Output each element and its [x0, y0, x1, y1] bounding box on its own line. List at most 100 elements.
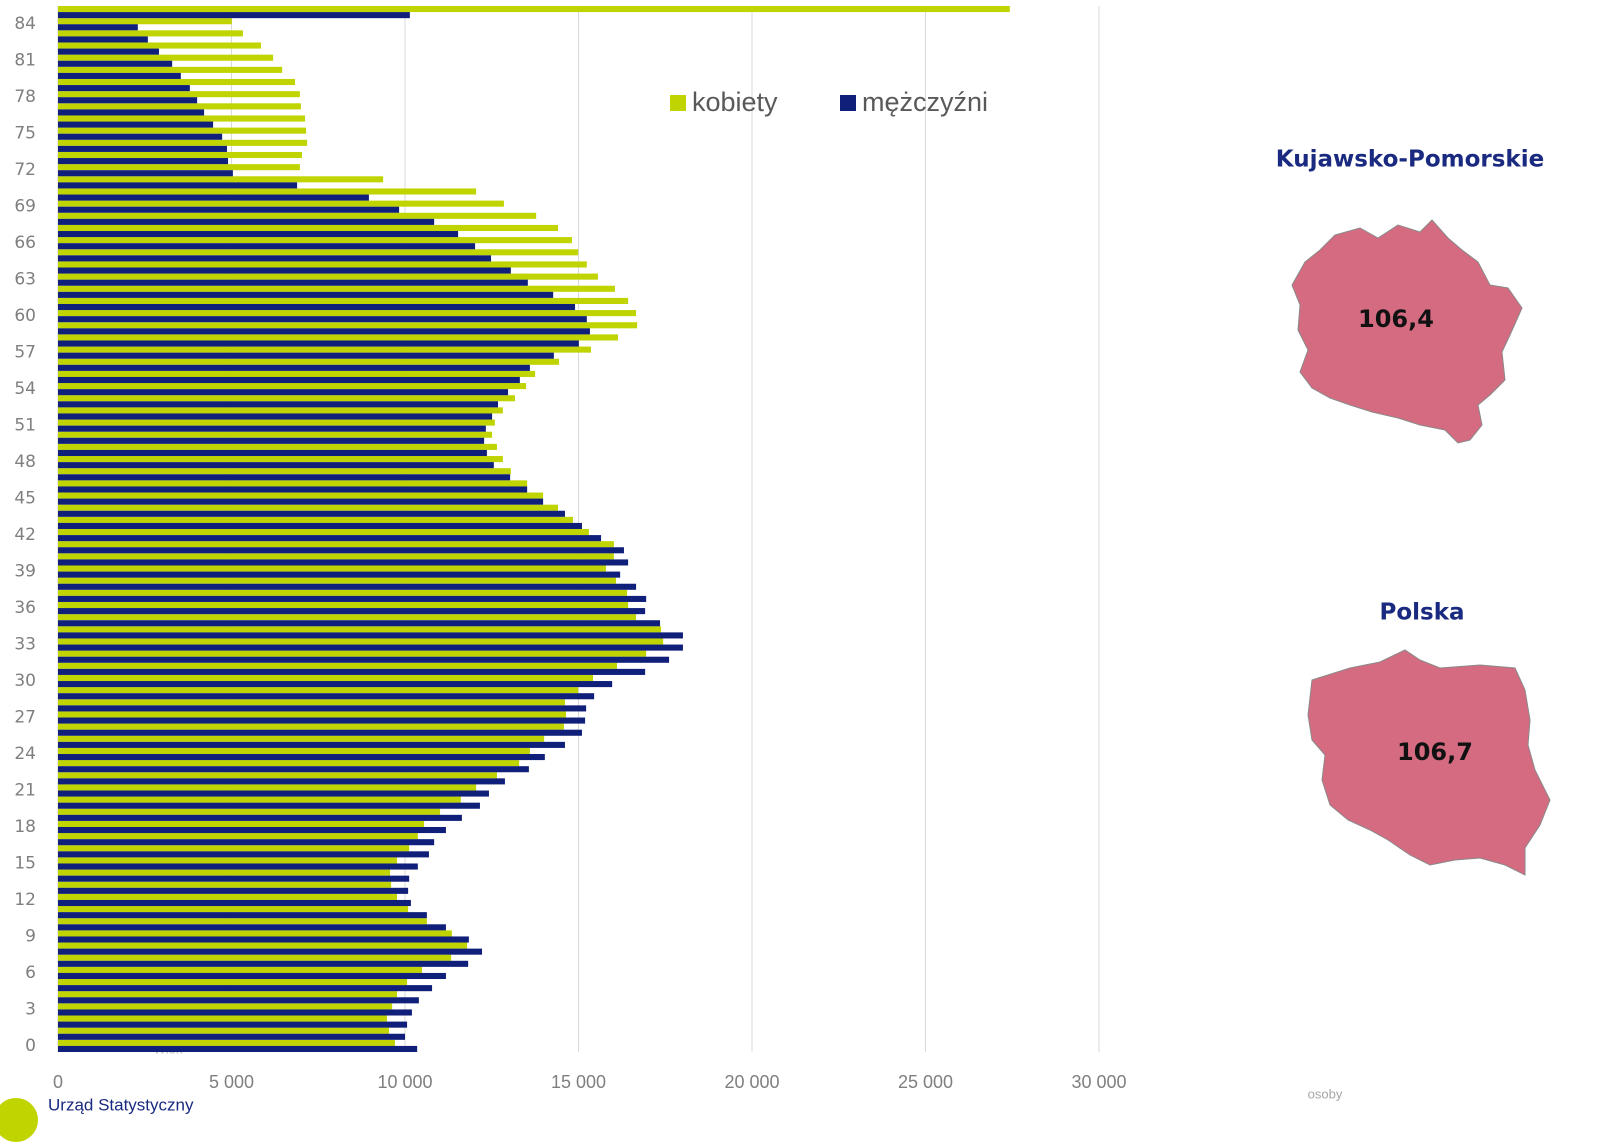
bar	[58, 188, 477, 195]
bar	[58, 480, 528, 487]
x-tick-label: 10 000	[377, 1072, 432, 1092]
bar	[58, 352, 554, 359]
bar	[58, 790, 489, 797]
x-axis-label: osoby	[1308, 1086, 1343, 1101]
y-tick-label: 54	[14, 379, 36, 399]
bar	[58, 1033, 405, 1040]
bar	[58, 954, 452, 961]
y-tick-label: 39	[14, 562, 36, 582]
bar	[58, 887, 409, 894]
y-tick-label: 60	[14, 306, 36, 326]
bar	[58, 632, 683, 639]
bar	[58, 121, 214, 128]
bar	[58, 389, 509, 396]
y-tick-label: 27	[14, 708, 36, 728]
bar	[58, 72, 181, 79]
region-map	[1291, 219, 1523, 444]
x-tick-label: 30 000	[1071, 1072, 1126, 1092]
bar	[58, 109, 205, 116]
bar	[58, 577, 616, 584]
bar	[58, 267, 511, 274]
bar	[58, 918, 427, 925]
bar	[58, 285, 615, 292]
bar	[58, 164, 300, 171]
bar	[58, 529, 589, 536]
bar	[58, 334, 619, 341]
y-tick-label: 3	[25, 999, 36, 1019]
bar	[58, 717, 586, 724]
bar	[58, 754, 545, 761]
bar	[58, 893, 398, 900]
legend-label: mężczyźni	[862, 87, 988, 117]
region-value: 106,4	[1358, 305, 1434, 333]
bar	[58, 504, 559, 511]
bar	[58, 413, 493, 420]
bar	[58, 443, 497, 450]
bar	[58, 1027, 390, 1034]
x-tick-label: 15 000	[551, 1072, 606, 1092]
bar	[58, 145, 227, 152]
bar	[58, 845, 410, 852]
bar	[58, 30, 243, 37]
bar	[58, 674, 594, 682]
bar	[58, 261, 587, 268]
bar	[58, 772, 497, 779]
bar	[58, 425, 486, 432]
footer: Urząd Statystyczny	[48, 1095, 194, 1114]
bar	[58, 54, 274, 61]
bar	[58, 948, 483, 955]
bar	[58, 620, 661, 627]
bar	[58, 224, 559, 232]
y-tick-label: 51	[14, 416, 36, 436]
bar	[58, 316, 587, 323]
bar	[58, 364, 530, 371]
bar	[58, 760, 520, 767]
legend-swatch	[670, 95, 686, 111]
bar	[58, 431, 493, 438]
bar	[58, 808, 441, 815]
bar	[58, 778, 505, 785]
bar	[58, 151, 302, 159]
bar	[58, 942, 468, 949]
bar	[58, 340, 579, 347]
bar	[58, 419, 495, 426]
bar	[58, 1045, 418, 1052]
y-tick-label: 66	[14, 233, 36, 253]
bar	[58, 881, 392, 888]
bar	[58, 711, 567, 718]
bar	[58, 875, 410, 882]
bar	[58, 608, 646, 615]
bar	[58, 912, 427, 919]
bar	[58, 601, 629, 609]
bar	[58, 796, 461, 803]
x-tick-label: 0	[53, 1072, 63, 1092]
y-tick-label: 12	[14, 890, 36, 910]
bar	[58, 687, 579, 694]
bar	[58, 833, 418, 840]
bar	[58, 66, 283, 73]
bar	[58, 851, 429, 858]
bar	[58, 237, 572, 244]
bar	[58, 85, 190, 92]
bar	[58, 358, 560, 365]
y-tick-label: 24	[14, 744, 36, 764]
y-tick-label: 78	[14, 87, 36, 107]
bar	[58, 820, 425, 827]
bar	[58, 802, 480, 809]
bar	[58, 729, 582, 736]
bar	[58, 705, 587, 712]
bar	[58, 303, 576, 311]
bar	[58, 407, 503, 414]
bar	[58, 231, 459, 238]
y-tick-label: 30	[14, 671, 36, 691]
bar	[58, 449, 487, 457]
bar	[58, 212, 537, 219]
bar	[58, 747, 530, 755]
bar	[58, 24, 138, 31]
bar	[58, 565, 606, 572]
y-tick-label: 0	[25, 1036, 36, 1056]
bar	[58, 656, 670, 663]
bar	[58, 869, 391, 876]
bar	[58, 376, 520, 384]
